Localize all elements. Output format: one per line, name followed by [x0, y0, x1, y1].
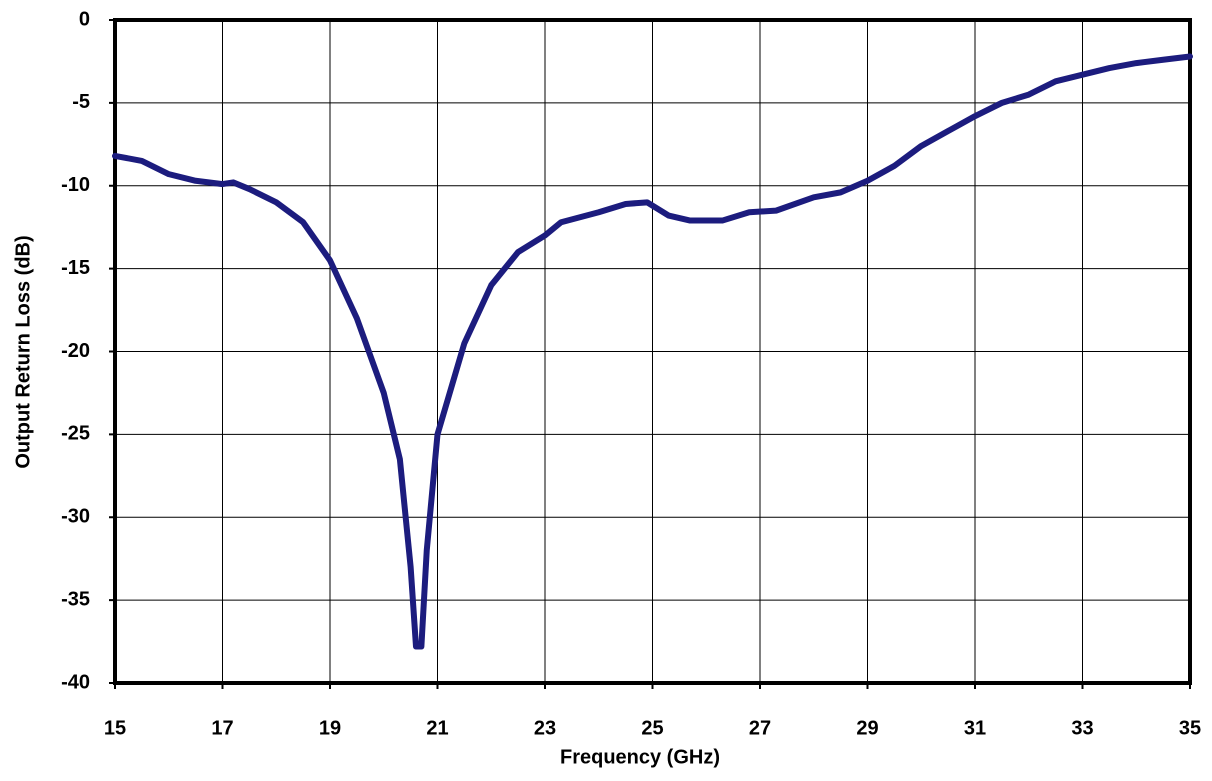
y-tick-label: 0 — [79, 8, 90, 30]
x-tick-label: 23 — [534, 717, 556, 739]
y-tick-label: -40 — [61, 671, 90, 693]
y-tick-label: -20 — [61, 340, 90, 362]
x-axis-label: Frequency (GHz) — [560, 746, 720, 768]
x-tick-label: 31 — [964, 717, 986, 739]
x-tick-label: 27 — [749, 717, 771, 739]
x-tick-label: 15 — [104, 717, 126, 739]
y-tick-label: -35 — [61, 588, 90, 610]
x-tick-label: 17 — [211, 717, 233, 739]
x-tick-label: 35 — [1179, 717, 1201, 739]
y-axis-label: Output Return Loss (dB) — [12, 235, 34, 468]
x-tick-label: 25 — [641, 717, 663, 739]
data-line — [112, 53, 1193, 650]
y-tick-label: -30 — [61, 506, 90, 528]
y-tick-label: -15 — [61, 257, 90, 279]
x-tick-label: 19 — [319, 717, 341, 739]
y-tick-label: -5 — [72, 91, 90, 113]
x-tick-label: 29 — [856, 717, 878, 739]
plot-frame — [113, 18, 1192, 685]
x-tick-label: 33 — [1071, 717, 1093, 739]
y-tick-label: -10 — [61, 174, 90, 196]
x-tick-label: 21 — [426, 717, 448, 739]
y-tick-label: -25 — [61, 423, 90, 445]
